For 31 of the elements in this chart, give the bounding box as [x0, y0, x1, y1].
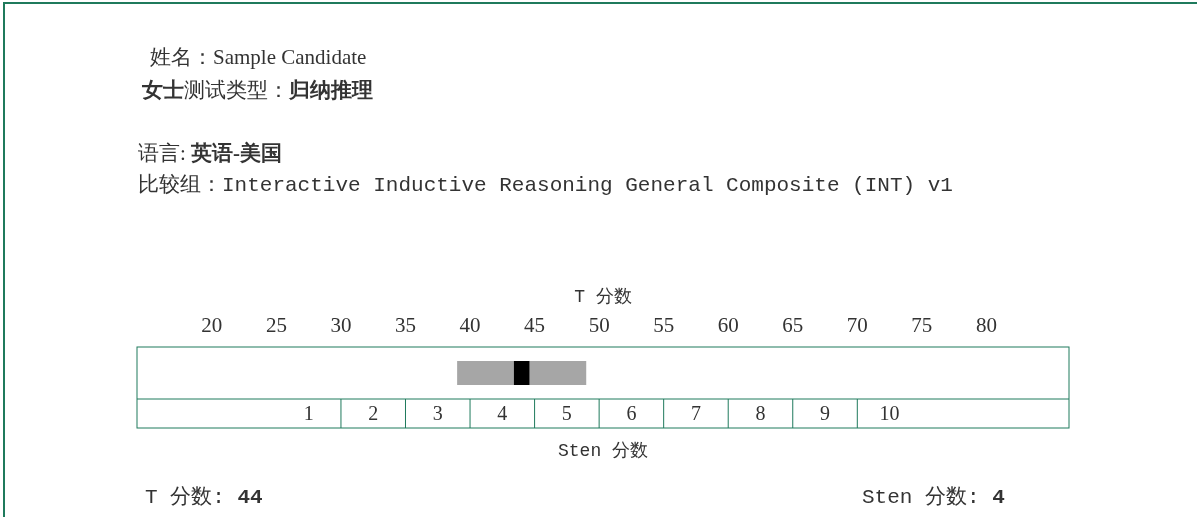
x-tick-label: 35: [395, 313, 416, 337]
x2-tick-label: 5: [561, 402, 572, 424]
x2-tick-label: 3: [432, 402, 443, 424]
text: T 分数: 44: [145, 486, 263, 509]
x2-axis-title: Sten 分数: [557, 441, 649, 461]
x2-tick-label: 2: [368, 402, 379, 424]
x-tick-label: 75: [911, 313, 933, 337]
x-tick-label: 30: [330, 313, 352, 337]
x-tick-label: 65: [782, 313, 804, 337]
text: 语言: 英语-美国: [138, 141, 283, 165]
text: 比较组：Interactive Inductive Reasoning General Composite (INT) v1: [138, 173, 953, 197]
text: 女士测试类型：归纳推理: [141, 78, 373, 102]
x-tick-label: 25: [265, 313, 287, 337]
x-axis-title: T 分数: [574, 287, 632, 307]
x2-tick-label: 8: [755, 402, 766, 424]
x2-tick-label: 10: [879, 402, 900, 424]
x-tick-label: 80: [975, 313, 997, 337]
x2-tick-label: 9: [820, 402, 831, 424]
text: 姓名：Sample Candidate: [150, 45, 367, 69]
x-tick-label: 60: [717, 313, 739, 337]
x-tick-label: 20: [201, 313, 223, 337]
x-tick-label: 40: [459, 313, 481, 337]
text: Sten 分数: 4: [862, 486, 1005, 509]
x2-tick-label: 1: [303, 402, 314, 424]
x-tick-label: 50: [588, 313, 610, 337]
x2-tick-label: 6: [626, 402, 637, 424]
x-tick-label: 55: [653, 313, 675, 337]
x2-tick-label: 7: [690, 402, 701, 424]
x-tick-label: 45: [524, 313, 546, 337]
x2-tick-label: 4: [497, 402, 508, 424]
x-tick-label: 70: [846, 313, 868, 337]
